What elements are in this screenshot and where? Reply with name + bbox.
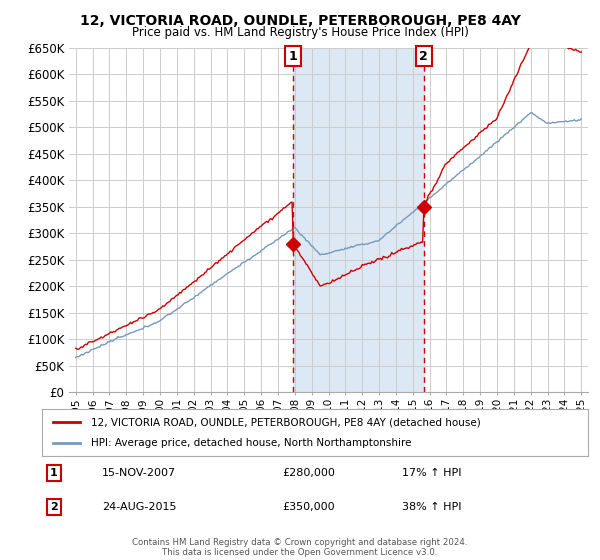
Text: Price paid vs. HM Land Registry's House Price Index (HPI): Price paid vs. HM Land Registry's House … xyxy=(131,26,469,39)
Text: 2: 2 xyxy=(50,502,58,512)
Text: 12, VICTORIA ROAD, OUNDLE, PETERBOROUGH, PE8 4AY: 12, VICTORIA ROAD, OUNDLE, PETERBOROUGH,… xyxy=(80,14,520,28)
Text: 1: 1 xyxy=(289,50,297,63)
Text: 17% ↑ HPI: 17% ↑ HPI xyxy=(402,468,461,478)
Text: 24-AUG-2015: 24-AUG-2015 xyxy=(102,502,176,512)
Bar xyxy=(293,48,424,392)
Text: Contains HM Land Registry data © Crown copyright and database right 2024.
This d: Contains HM Land Registry data © Crown c… xyxy=(132,538,468,557)
Text: 38% ↑ HPI: 38% ↑ HPI xyxy=(402,502,461,512)
Text: £350,000: £350,000 xyxy=(282,502,335,512)
Text: 12, VICTORIA ROAD, OUNDLE, PETERBOROUGH, PE8 4AY (detached house): 12, VICTORIA ROAD, OUNDLE, PETERBOROUGH,… xyxy=(91,417,481,427)
Text: £280,000: £280,000 xyxy=(282,468,335,478)
Text: HPI: Average price, detached house, North Northamptonshire: HPI: Average price, detached house, Nort… xyxy=(91,438,412,448)
Text: 1: 1 xyxy=(50,468,58,478)
Text: 2: 2 xyxy=(419,50,428,63)
Text: 15-NOV-2007: 15-NOV-2007 xyxy=(102,468,176,478)
